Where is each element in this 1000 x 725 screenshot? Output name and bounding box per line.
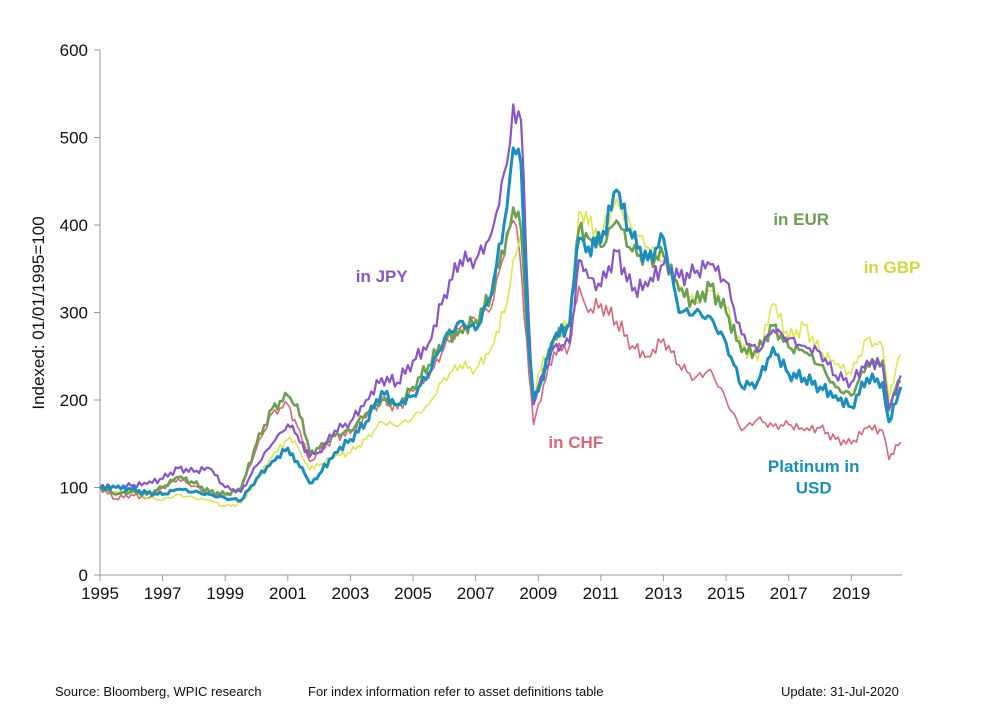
y-tick-label: 400 xyxy=(60,216,88,235)
y-axis-title: Indexed: 01/01/1995=100 xyxy=(29,216,48,409)
y-tick-label: 500 xyxy=(60,129,88,148)
series-line-in-eur xyxy=(99,206,902,497)
x-tick-label: 2003 xyxy=(332,584,370,603)
footer-update: Update: 31-Jul-2020 xyxy=(781,684,899,699)
x-tick-label: 2007 xyxy=(457,584,495,603)
x-tick-label: 2009 xyxy=(519,584,557,603)
x-tick-label: 2013 xyxy=(645,584,683,603)
x-tick-label: 2005 xyxy=(394,584,432,603)
footer-note: For index information refer to asset def… xyxy=(308,684,604,699)
series-layer xyxy=(99,103,903,508)
x-tick-label: 2001 xyxy=(269,584,307,603)
y-tick-label: 0 xyxy=(79,566,88,585)
y-tick-label: 200 xyxy=(60,391,88,410)
y-tick-label: 300 xyxy=(60,304,88,323)
x-tick-label: 1999 xyxy=(206,584,244,603)
series-line-in-jpy xyxy=(99,103,902,494)
x-tick-label: 2015 xyxy=(707,584,745,603)
series-label: in GBP xyxy=(864,258,921,277)
axes: 0 100 200 300 400 500 600 1995 1997 1999 2001 2003 2… xyxy=(60,41,902,603)
x-tick-label: 2019 xyxy=(832,584,870,603)
series-label: in JPY xyxy=(356,267,409,286)
x-tick-label: 1997 xyxy=(144,584,182,603)
series-label: USD xyxy=(796,479,832,498)
x-tick-label: 2017 xyxy=(770,584,808,603)
series-label: in CHF xyxy=(548,433,603,452)
series-label: in EUR xyxy=(773,210,829,229)
x-tick-label: 2011 xyxy=(583,584,620,603)
y-tick-label: 600 xyxy=(60,41,88,60)
x-tick-label: 1995 xyxy=(81,584,119,603)
series-line-in-gbp xyxy=(99,198,902,508)
series-label: Platinum in xyxy=(768,457,860,476)
series-line-platinum-in-usd xyxy=(99,146,903,503)
footer-source: Source: Bloomberg, WPIC research xyxy=(55,684,262,699)
labels-layer: in JPY in EUR in GBP in CHF Platinum in USD xyxy=(356,210,921,498)
y-tick-label: 100 xyxy=(60,479,88,498)
